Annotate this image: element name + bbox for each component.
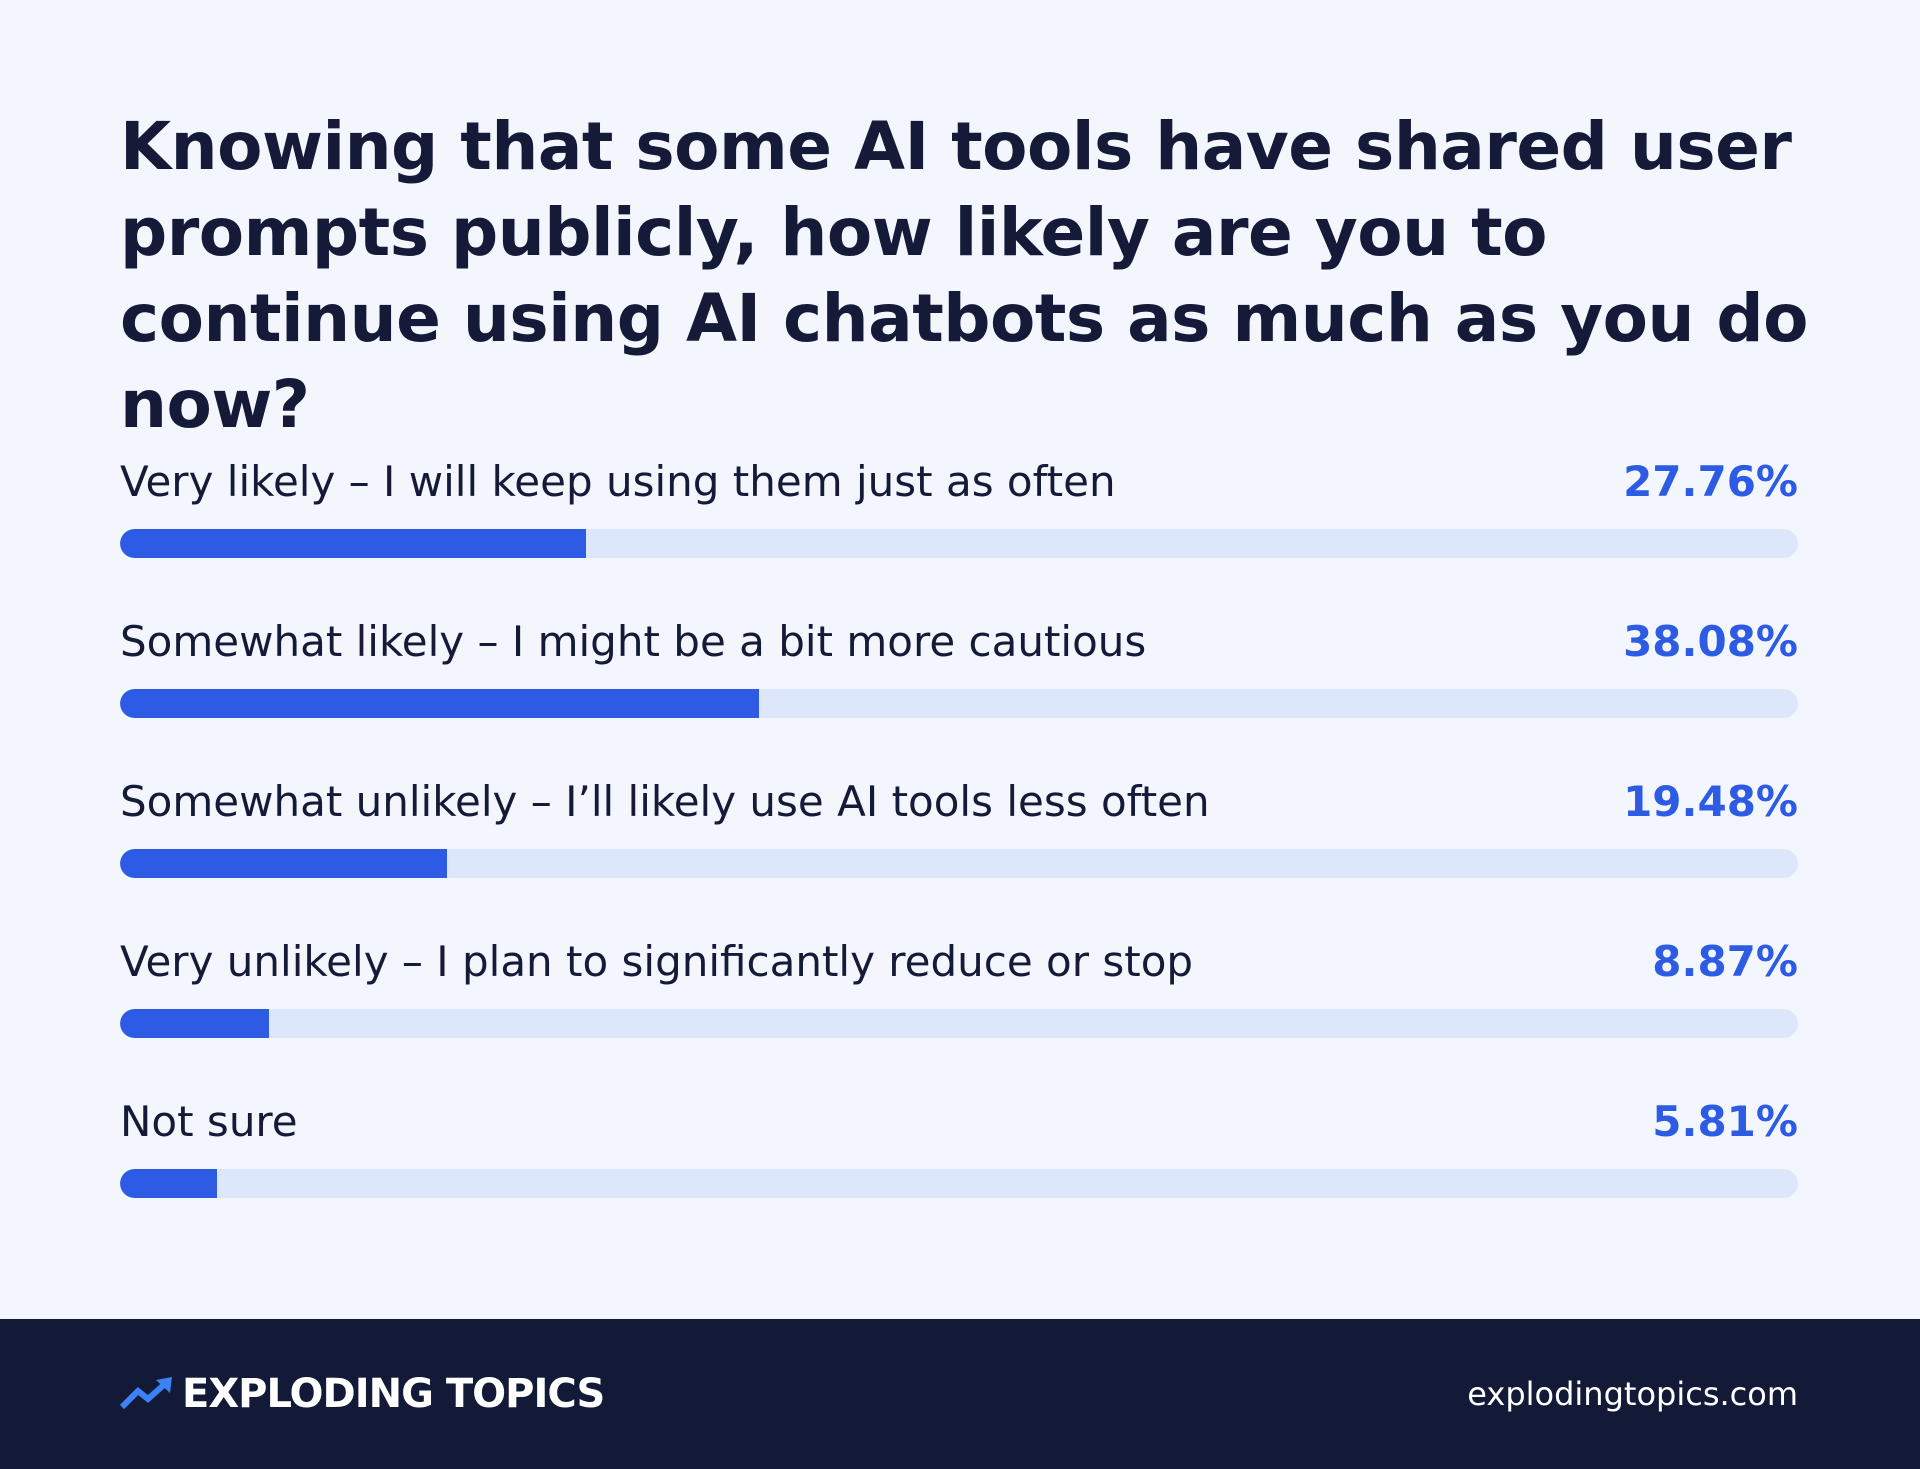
category-label: Not sure [120,1097,298,1146]
footer: EXPLODING TOPICS explodingtopics.com [0,1319,1920,1469]
category-label: Somewhat likely – I might be a bit more … [120,617,1147,666]
value-label: 27.76% [1623,457,1798,506]
category-label: Very unlikely – I plan to significantly … [120,937,1194,986]
bar [120,1169,218,1198]
brand: EXPLODING TOPICS [182,1371,605,1417]
bar-track [120,1009,1798,1038]
value-label: 5.81% [1652,1097,1798,1146]
value-label: 8.87% [1652,937,1798,986]
bar-track [120,1169,1798,1198]
bar [120,529,586,558]
bar-track [120,849,1798,878]
bar [120,849,447,878]
category-label: Very likely – I will keep using them jus… [120,457,1116,506]
bar-track [120,529,1798,558]
bar [120,689,759,718]
logo [120,1377,172,1410]
category-label: Somewhat unlikely – I’ll likely use AI t… [120,777,1210,826]
bar [120,1009,269,1038]
bar-track [120,689,1798,718]
value-label: 19.48% [1623,777,1798,826]
website-url: explodingtopics.com [1467,1375,1798,1413]
chart-title: Knowing that some AI tools have shared u… [120,108,1809,443]
value-label: 38.08% [1623,617,1798,666]
